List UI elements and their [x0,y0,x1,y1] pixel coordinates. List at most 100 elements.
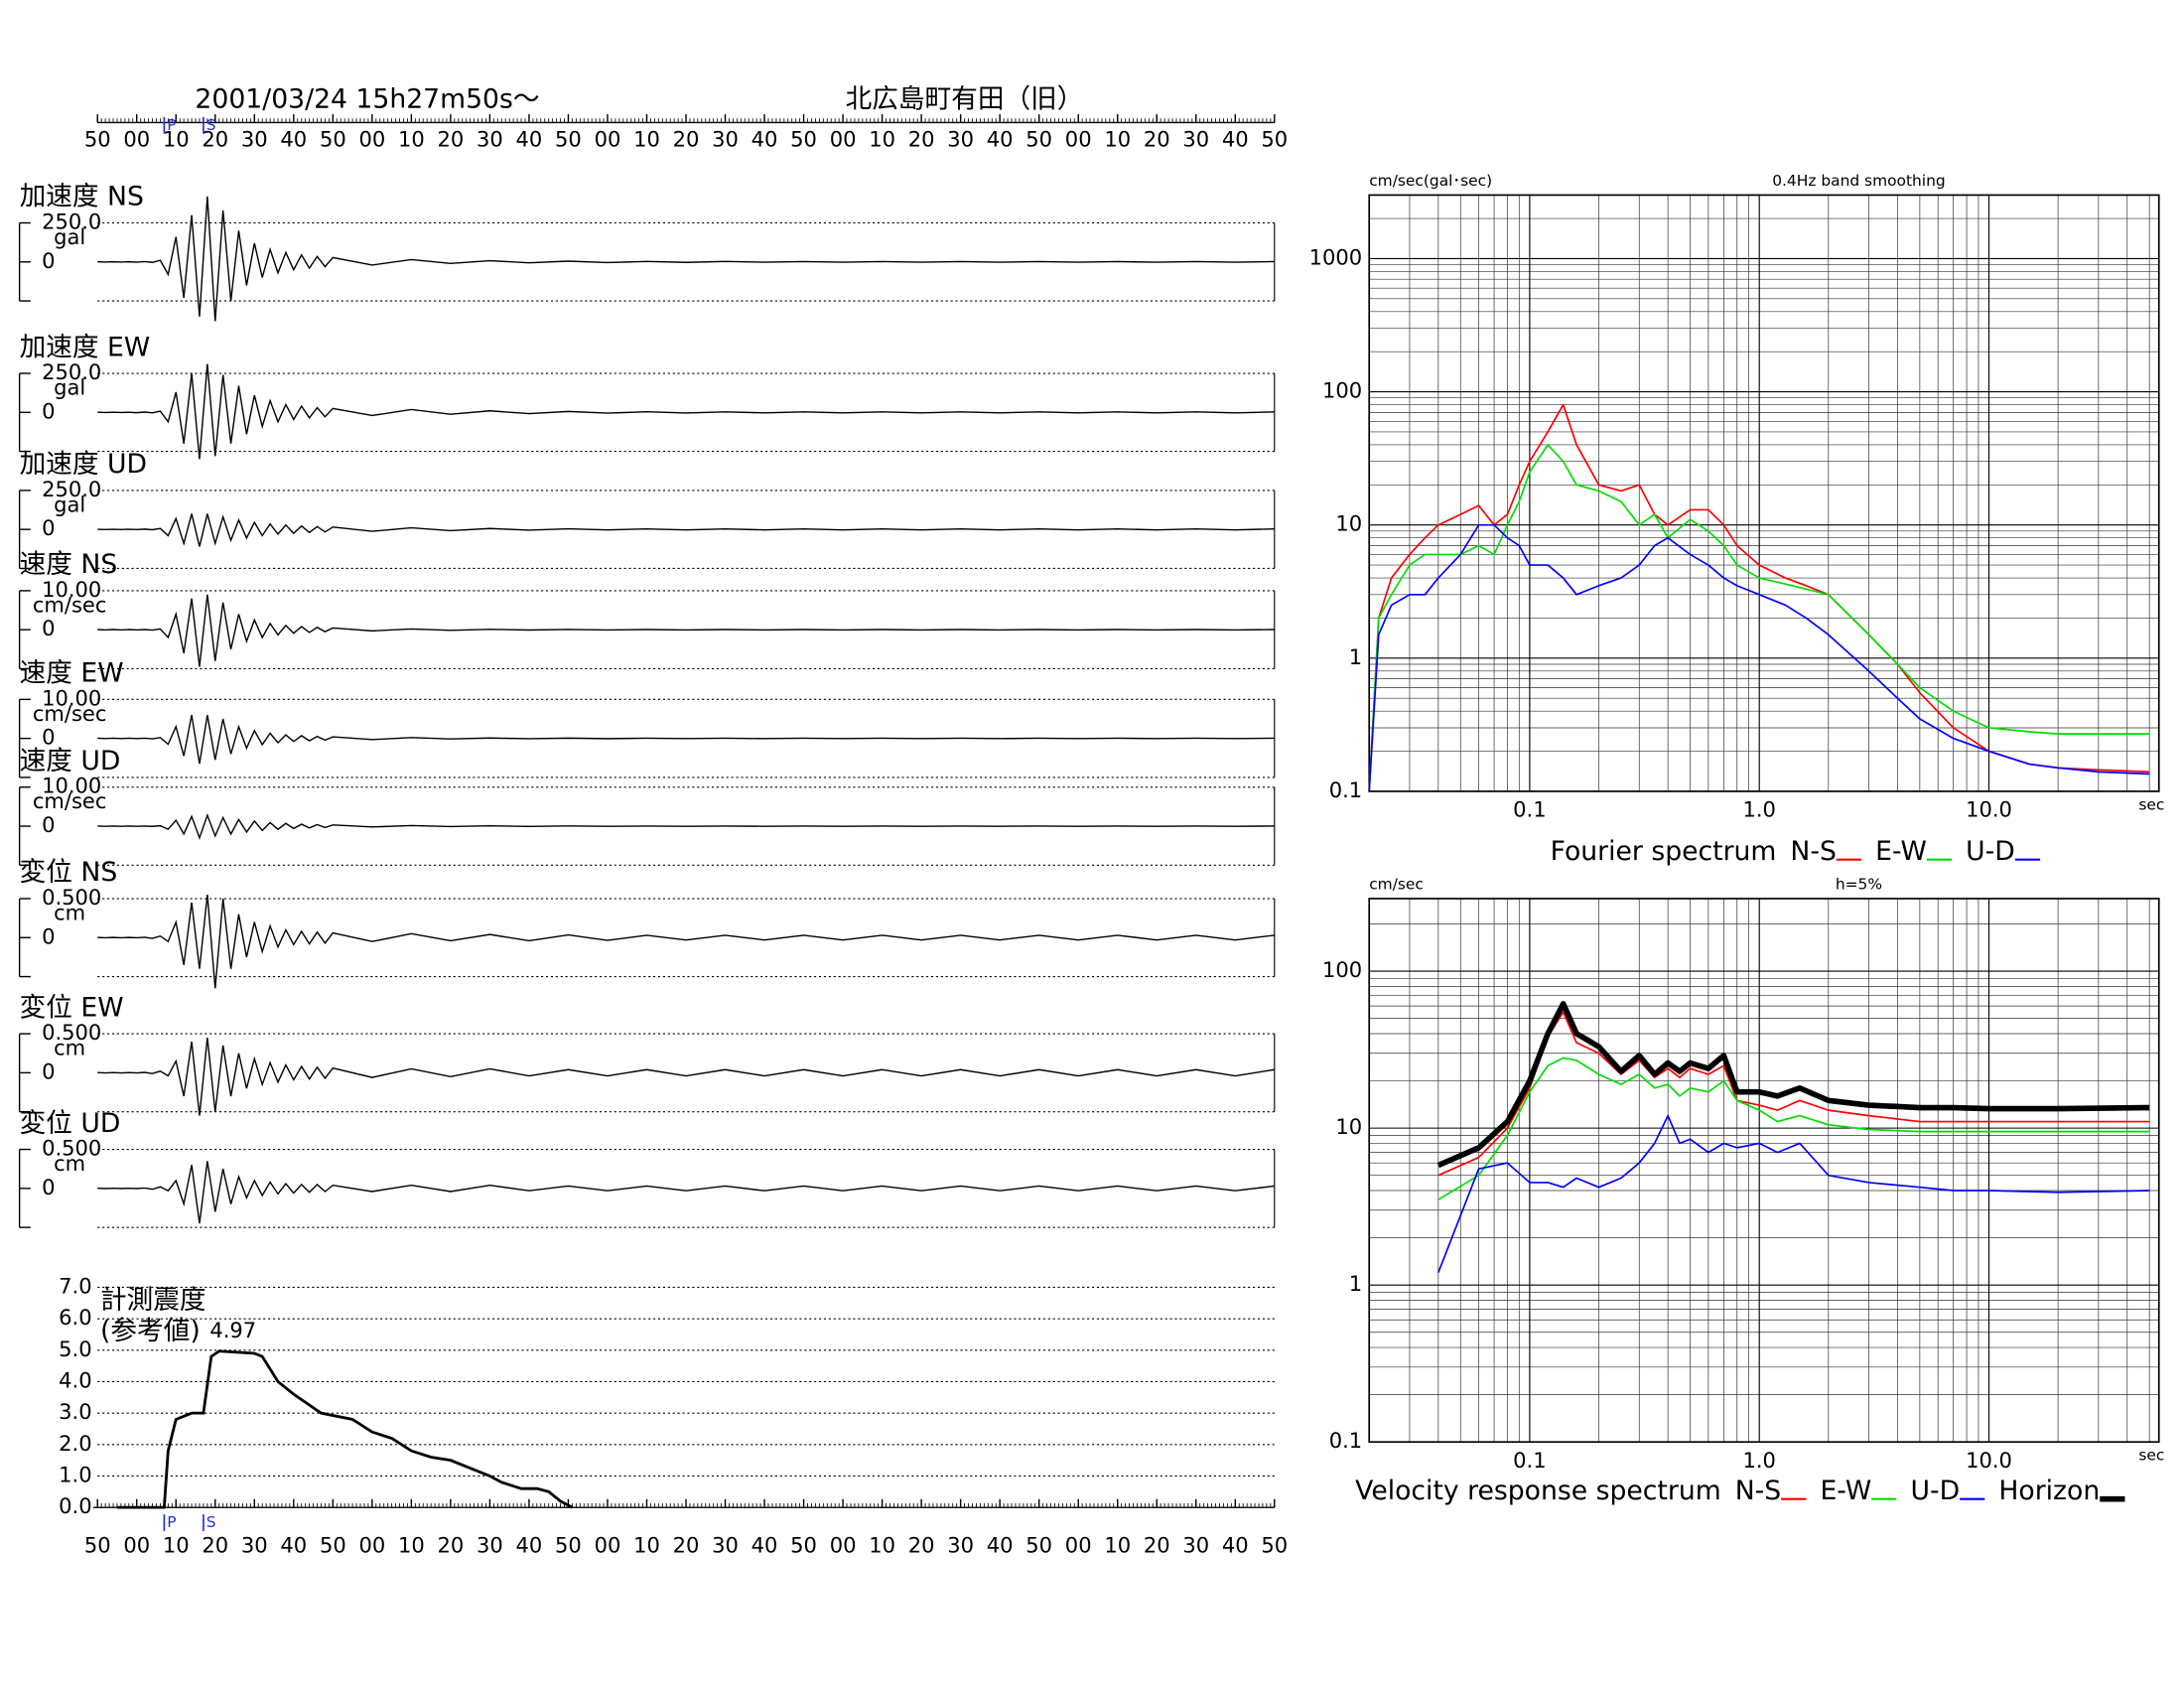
x-tick-label: 30 [241,1532,268,1557]
x-tick-label: 00 [1065,127,1092,152]
y-tick-label: 10.00 [42,774,101,798]
waveform [97,363,1275,460]
x-tick-label: 20 [438,127,465,152]
y-unit: gal [54,224,85,249]
x-tick-label: 40 [751,127,778,152]
waveform [97,714,1275,765]
x-tick-label: 00 [358,1532,385,1557]
trace-title: 加速度 UD [20,449,147,480]
x-tick-label: 0.1 [1513,1448,1546,1473]
trace-title: 変位 NS [20,857,118,888]
y-tick-label: 1000 [1309,244,1363,269]
y-tick-label: 0 [42,515,55,540]
trace-title: 速度 EW [20,658,124,689]
x-tick-label: 20 [673,127,700,152]
x-tick-label: 00 [830,127,857,152]
y-tick-label: 1 [1349,644,1362,669]
x-tick-label: 10.0 [1966,1448,2012,1473]
x-tick-label: 40 [1222,127,1249,152]
y-tick-label: 0.500 [42,1020,101,1045]
x-tick-label: 30 [947,1532,974,1557]
x-tick-label: 20 [202,1532,228,1557]
y-tick-label: 0.500 [42,885,101,910]
x-tick-label: 40 [516,127,543,152]
series-line [1436,1001,2150,1169]
waveform [97,894,1275,989]
x-tick-label: 50 [790,127,817,152]
station-name: 北広島町有田（旧） [846,84,1084,115]
x-tick-label: 10 [163,127,190,152]
y-tick-label: 0 [42,725,55,750]
date-time: 2001/03/24 15h27m50s〜 [195,84,539,115]
x-axis-label: sec [2138,795,2164,813]
y-tick-label: 100 [1322,378,1362,403]
x-tick-label: 50 [1025,127,1052,152]
x-tick-label: 00 [123,1532,150,1557]
y-unit: gal [54,492,85,516]
x-tick-label: 00 [830,1532,857,1557]
y-tick-label: 0.500 [42,1136,101,1161]
x-tick-label: 10.0 [1966,797,2012,822]
legend-label: U-D [1910,1476,1960,1506]
x-tick-label: 50 [1261,127,1288,152]
y-tick-label: 0 [42,1175,55,1199]
x-tick-label: 20 [1144,127,1170,152]
legend-label: E-W [1820,1476,1871,1506]
phase-label: S [206,1513,216,1531]
x-tick-label: 40 [1222,1532,1249,1557]
x-tick-label: 10 [163,1532,190,1557]
legend-label: Horizon [1998,1476,2100,1506]
trace-title: 加速度 NS [20,182,144,212]
x-tick-label: 10 [869,127,895,152]
series-line [1368,523,2150,792]
x-tick-label: 30 [1182,1532,1209,1557]
chart-title: 計測震度 [100,1285,206,1316]
y-unit: cm/sec [33,701,107,726]
y-tick-label: 0 [42,1058,55,1083]
y-axis-label: cm/sec(gal･sec) [1369,172,1492,190]
y-tick-label: 0 [42,248,55,273]
x-tick-label: 10 [398,1532,425,1557]
x-tick-label: 40 [280,127,307,152]
waveform [97,513,1275,547]
y-tick-label: 250.0 [42,209,101,233]
x-tick-label: 50 [555,1532,582,1557]
y-tick-label: 7.0 [59,1273,91,1298]
x-tick-label: 50 [1261,1532,1288,1557]
x-tick-label: 50 [555,127,582,152]
waveform [97,812,1275,840]
x-tick-label: 10 [398,127,425,152]
x-tick-label: 30 [712,1532,739,1557]
x-tick-label: 30 [712,127,739,152]
trace-title: 変位 UD [20,1108,121,1139]
y-tick-label: 6.0 [59,1305,91,1330]
x-tick-label: 50 [84,127,111,152]
y-tick-label: 0 [42,398,55,423]
y-tick-label: 0 [42,616,55,640]
note: 0.4Hz band smoothing [1772,172,1945,190]
y-tick-label: 10 [1335,511,1362,536]
chart-subtitle: (参考値) [100,1316,201,1346]
y-unit: cm [54,1036,85,1060]
x-tick-label: 1.0 [1742,797,1775,822]
x-tick-label: 10 [1104,127,1131,152]
x-tick-label: 20 [908,1532,935,1557]
y-unit: cm [54,1151,85,1176]
y-tick-label: 250.0 [42,359,101,384]
x-tick-label: 40 [987,1532,1014,1557]
x-tick-label: 10 [633,1532,660,1557]
x-tick-label: 40 [280,1532,307,1557]
legend-title: Velocity response spectrum [1355,1476,1721,1506]
series-line [1437,1056,2150,1200]
y-unit: cm/sec [33,788,107,813]
y-tick-label: 3.0 [59,1399,91,1424]
x-tick-label: 10 [633,127,660,152]
x-tick-label: 50 [320,1532,346,1557]
y-tick-label: 100 [1322,957,1362,982]
y-tick-label: 0 [42,923,55,948]
y-unit: cm/sec [33,592,107,617]
y-tick-label: 0.1 [1329,777,1362,802]
x-tick-label: 0.1 [1513,797,1546,822]
x-tick-label: 40 [987,127,1014,152]
